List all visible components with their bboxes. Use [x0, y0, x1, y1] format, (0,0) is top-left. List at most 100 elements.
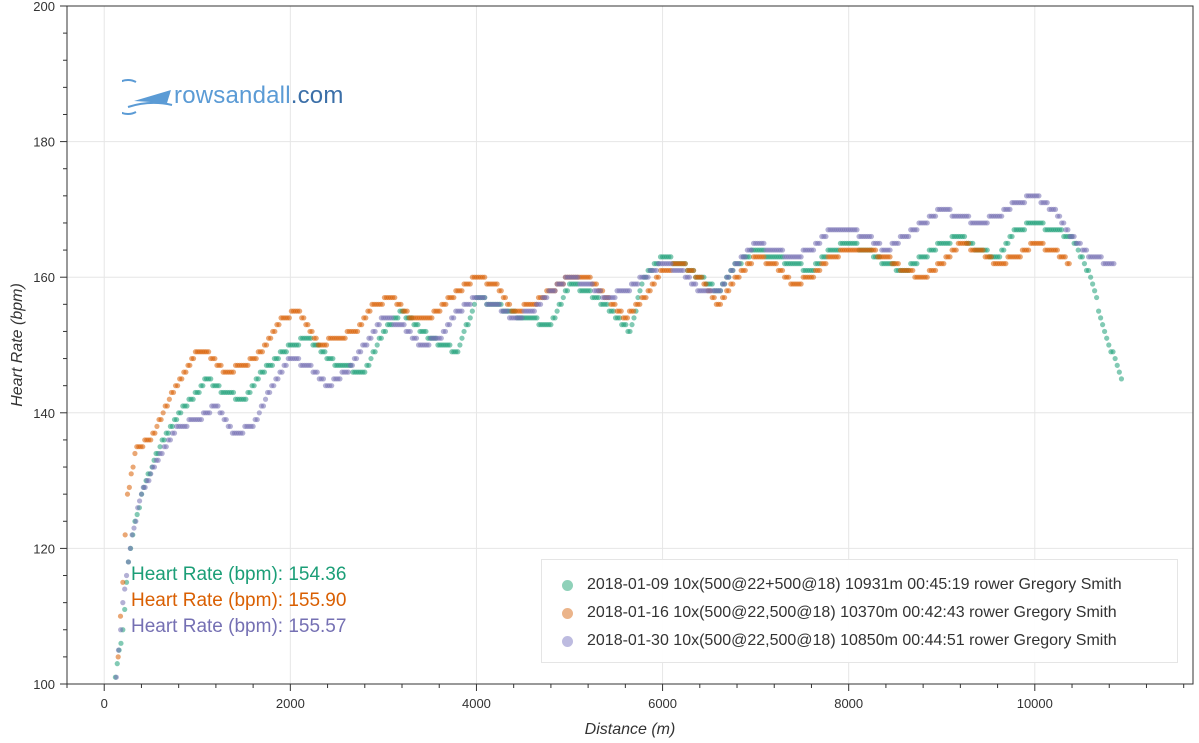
data-point — [1021, 200, 1028, 206]
data-point — [208, 376, 214, 382]
data-point — [1101, 328, 1108, 335]
data-point — [376, 322, 382, 328]
data-point — [165, 430, 171, 436]
data-point — [587, 274, 593, 280]
data-point — [502, 294, 509, 301]
data-point — [283, 349, 289, 355]
data-point — [604, 301, 610, 307]
data-point — [970, 240, 976, 246]
data-point — [548, 322, 554, 328]
data-point — [196, 389, 202, 396]
chart-legend[interactable]: 2018-01-09 10x(500@22+500@18) 10931m 00:… — [541, 559, 1178, 663]
legend-item-1[interactable]: 2018-01-09 10x(500@22+500@18) 10931m 00:… — [562, 576, 1122, 594]
data-point — [459, 335, 465, 341]
data-point — [404, 308, 410, 314]
rowsandall-logo: rowsandall.com — [122, 72, 344, 120]
data-point — [279, 369, 285, 375]
rowing-boat-icon — [122, 79, 173, 115]
data-point — [442, 328, 449, 335]
data-point — [230, 369, 237, 375]
data-point — [1090, 281, 1096, 287]
data-point — [680, 267, 686, 274]
y-tick-label: 140 — [33, 406, 55, 421]
data-point — [703, 281, 709, 287]
data-point — [631, 315, 637, 321]
data-point — [1059, 227, 1065, 233]
data-point — [645, 274, 651, 280]
data-point — [629, 322, 635, 328]
data-point — [125, 559, 132, 565]
data-point — [761, 240, 767, 246]
data-point — [496, 301, 502, 307]
data-point — [699, 274, 705, 280]
data-point — [353, 355, 360, 362]
data-point — [682, 261, 688, 267]
data-point — [817, 267, 823, 274]
data-point — [1057, 213, 1063, 219]
data-point — [887, 247, 893, 253]
data-point — [887, 254, 893, 260]
data-point — [171, 430, 178, 436]
data-point — [1009, 233, 1015, 240]
data-point — [415, 322, 421, 328]
legend-item-2[interactable]: 2018-01-16 10x(500@22,500@18) 10370m 00:… — [562, 604, 1117, 622]
data-point — [262, 396, 269, 402]
data-point — [368, 355, 374, 362]
data-point — [1061, 220, 1067, 226]
data-point — [349, 362, 355, 368]
data-point — [309, 328, 315, 335]
plot-frame — [66, 5, 1194, 685]
data-point — [1081, 261, 1088, 267]
data-point — [597, 288, 604, 294]
data-point — [544, 294, 550, 301]
data-point — [798, 281, 804, 287]
data-point — [730, 267, 736, 274]
logo-text: rowsandall.com — [174, 82, 344, 109]
data-point — [314, 369, 320, 375]
data-point — [1065, 227, 1071, 233]
data-point — [575, 274, 581, 280]
data-point — [223, 416, 229, 423]
data-point — [368, 335, 374, 341]
data-point — [148, 471, 154, 477]
data-point — [924, 274, 930, 280]
legend-item-3[interactable]: 2018-01-30 10x(500@22,500@18) 10850m 00:… — [562, 632, 1117, 650]
data-point — [148, 437, 154, 443]
data-point — [451, 315, 457, 321]
data-point — [914, 261, 920, 267]
data-point — [854, 240, 860, 246]
data-point — [374, 342, 380, 348]
data-point — [494, 281, 500, 287]
data-point — [323, 342, 330, 348]
data-point — [686, 274, 693, 280]
data-point — [261, 369, 268, 375]
data-point — [748, 247, 755, 253]
data-point — [612, 301, 618, 307]
data-point — [1116, 369, 1122, 375]
data-point — [1112, 355, 1118, 362]
data-point — [596, 294, 602, 301]
series-3 — [113, 193, 1117, 680]
data-point — [129, 532, 135, 538]
data-point — [560, 294, 566, 301]
data-point — [342, 335, 348, 341]
data-point — [200, 383, 206, 389]
data-point — [1098, 315, 1104, 321]
data-point — [308, 362, 314, 368]
data-point — [268, 335, 274, 341]
data-point — [166, 396, 172, 402]
data-point — [184, 423, 190, 429]
data-point — [779, 267, 786, 274]
data-point — [127, 545, 133, 552]
data-point — [635, 281, 641, 287]
summary-stats: Heart Rate (bpm): 154.36 Heart Rate (bpm… — [131, 562, 346, 640]
data-point — [1040, 240, 1046, 246]
data-point — [984, 220, 990, 226]
data-point — [798, 261, 804, 267]
data-point — [504, 308, 511, 314]
data-point — [736, 261, 742, 267]
data-point — [637, 301, 643, 307]
data-point — [152, 430, 158, 436]
data-point — [914, 227, 920, 233]
